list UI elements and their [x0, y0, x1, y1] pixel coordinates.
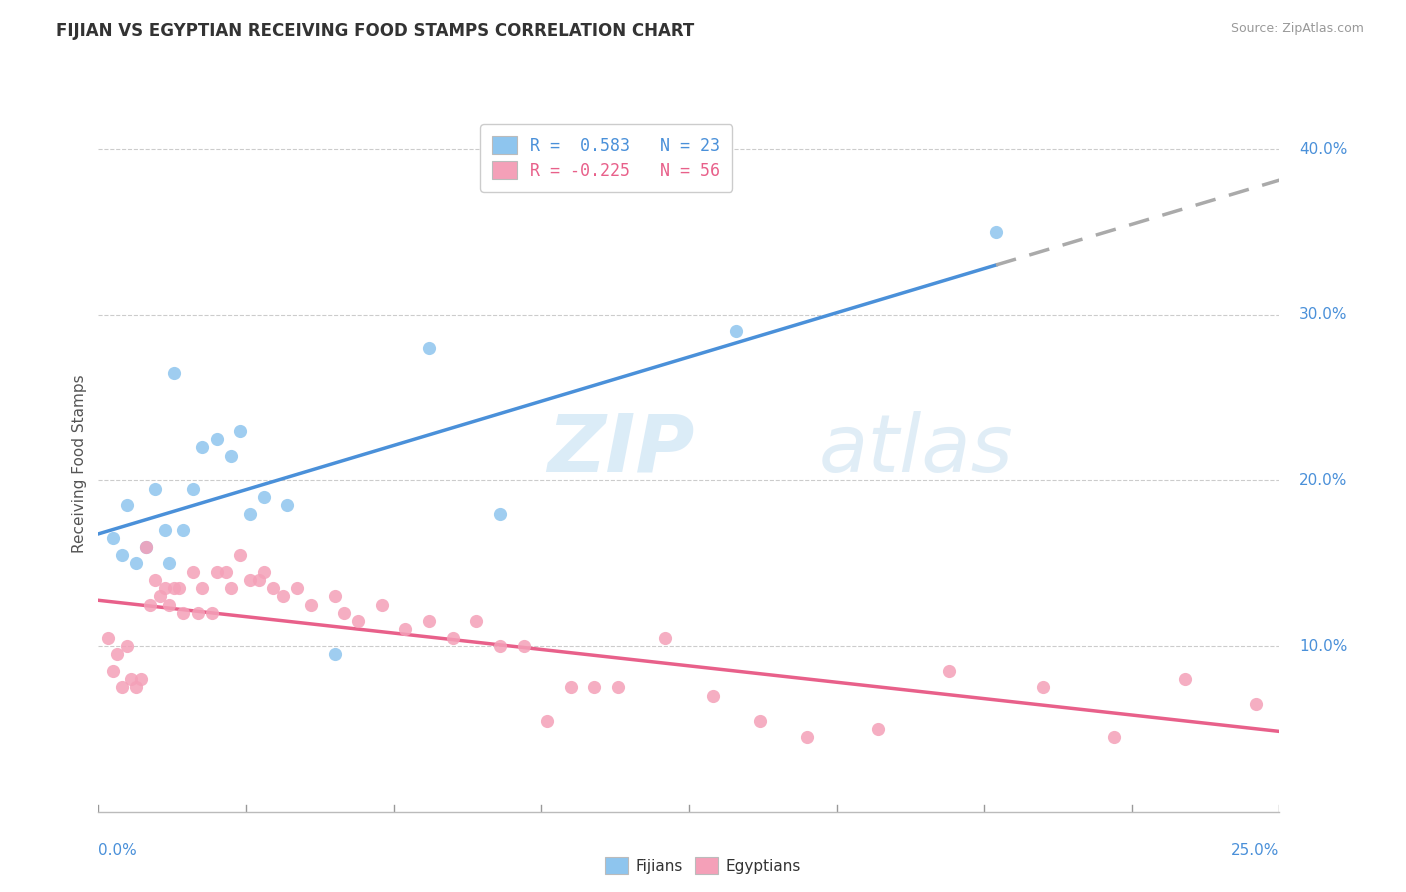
Point [285, 581, 308, 595]
Point [247, 573, 270, 587]
Text: FIJIAN VS EGYPTIAN RECEIVING FOOD STAMPS CORRELATION CHART: FIJIAN VS EGYPTIAN RECEIVING FOOD STAMPS… [56, 22, 695, 40]
Point [536, 714, 558, 728]
Point [121, 672, 143, 686]
Point [157, 598, 180, 612]
Text: 0.0%: 0.0% [98, 843, 138, 858]
Point [418, 614, 440, 628]
Text: atlas: atlas [818, 411, 1014, 489]
Point [654, 631, 676, 645]
Point [299, 598, 322, 612]
Point [418, 341, 440, 355]
Point [115, 498, 138, 512]
Point [607, 681, 630, 695]
Point [125, 681, 148, 695]
Point [239, 507, 262, 521]
Point [560, 681, 582, 695]
Point [512, 639, 534, 653]
Point [239, 573, 262, 587]
Point [441, 631, 464, 645]
Point [139, 598, 162, 612]
Point [135, 540, 157, 554]
Point [347, 614, 370, 628]
Point [149, 590, 172, 604]
Point [1244, 697, 1267, 711]
Point [153, 523, 176, 537]
Point [748, 714, 770, 728]
Point [125, 556, 148, 570]
Point [181, 565, 204, 579]
Point [1102, 730, 1125, 744]
Point [333, 606, 356, 620]
Point [253, 490, 276, 504]
Point [191, 440, 214, 454]
Point [489, 639, 512, 653]
Point [167, 581, 190, 595]
Text: 20.0%: 20.0% [1299, 473, 1347, 488]
Point [215, 565, 238, 579]
Point [276, 498, 298, 512]
Point [219, 581, 242, 595]
Point [101, 664, 124, 678]
Point [229, 424, 252, 438]
Point [97, 631, 120, 645]
Point [163, 366, 186, 380]
Point [465, 614, 488, 628]
Point [489, 507, 512, 521]
Text: ZIP: ZIP [547, 411, 695, 489]
Point [172, 606, 194, 620]
Point [129, 672, 152, 686]
Point [702, 689, 724, 703]
Point [262, 581, 284, 595]
Point [205, 565, 228, 579]
Point [105, 648, 128, 662]
Point [201, 606, 224, 620]
Point [1032, 681, 1054, 695]
Point [938, 664, 960, 678]
Point [866, 722, 889, 736]
Point [191, 581, 214, 595]
Point [271, 590, 294, 604]
Point [394, 623, 416, 637]
Point [229, 548, 252, 562]
Point [323, 648, 346, 662]
Text: 25.0%: 25.0% [1232, 843, 1279, 858]
Point [163, 581, 186, 595]
Point [796, 730, 818, 744]
Point [583, 681, 606, 695]
Point [984, 225, 1007, 239]
Text: 10.0%: 10.0% [1299, 639, 1347, 654]
Text: Source: ZipAtlas.com: Source: ZipAtlas.com [1230, 22, 1364, 36]
Point [181, 482, 204, 496]
Y-axis label: Receiving Food Stamps: Receiving Food Stamps [72, 375, 87, 553]
Point [187, 606, 209, 620]
Point [205, 432, 228, 446]
Point [323, 590, 346, 604]
Point [111, 548, 134, 562]
Point [143, 482, 166, 496]
Point [135, 540, 157, 554]
Point [115, 639, 138, 653]
Point [253, 565, 276, 579]
Point [725, 324, 748, 338]
Point [219, 449, 242, 463]
Point [111, 681, 134, 695]
Point [143, 573, 166, 587]
Point [371, 598, 394, 612]
Point [157, 556, 180, 570]
Point [172, 523, 194, 537]
Legend: Fijians, Egyptians: Fijians, Egyptians [599, 851, 807, 880]
Point [153, 581, 176, 595]
Text: 30.0%: 30.0% [1299, 307, 1347, 322]
Legend: R =  0.583   N = 23, R = -0.225   N = 56: R = 0.583 N = 23, R = -0.225 N = 56 [481, 124, 733, 192]
Text: 40.0%: 40.0% [1299, 142, 1347, 157]
Point [101, 532, 124, 546]
Point [1174, 672, 1197, 686]
